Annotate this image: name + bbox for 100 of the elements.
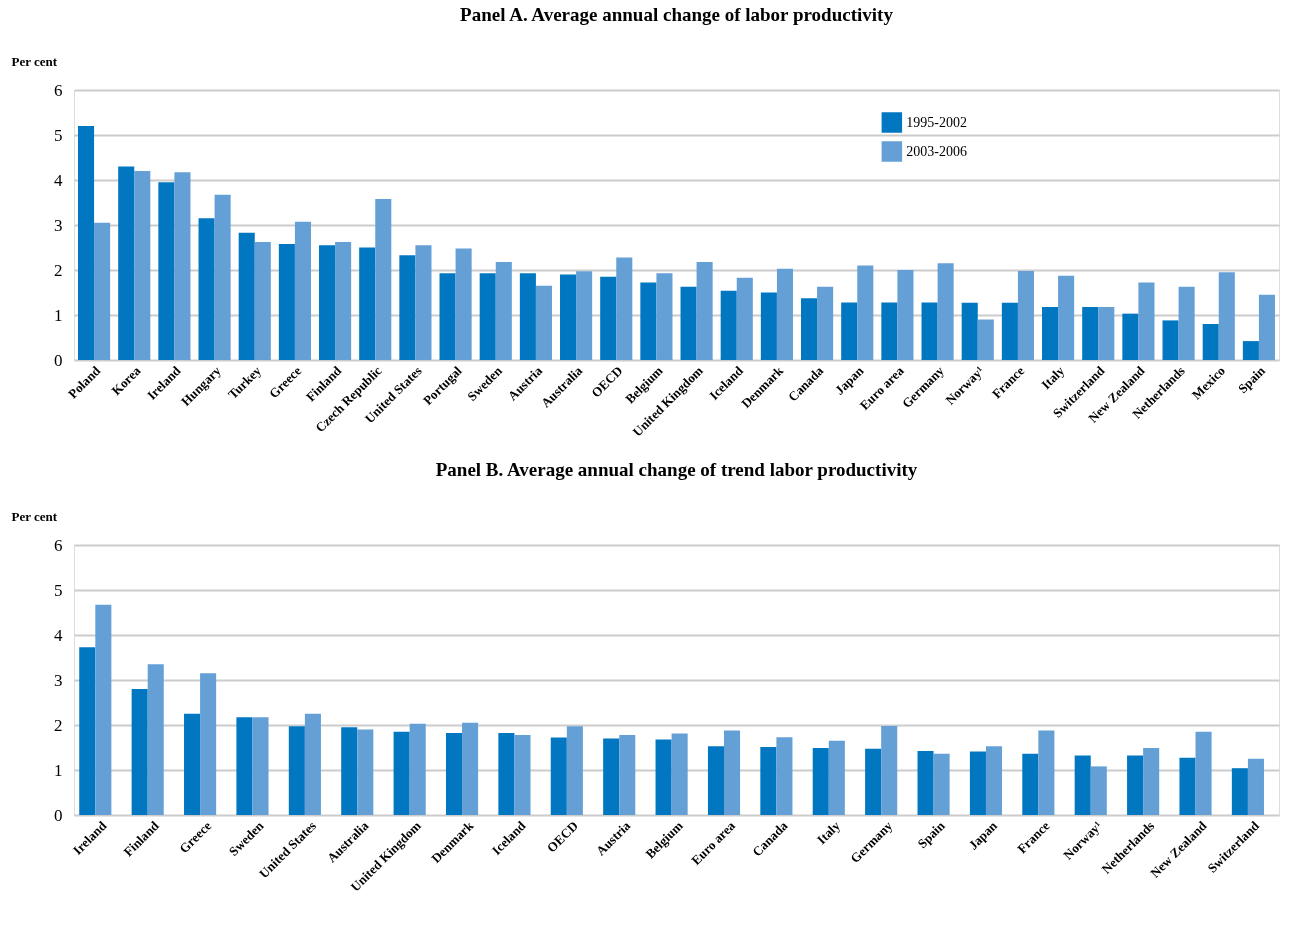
bar <box>828 740 845 815</box>
y-axis-title: Per cent <box>11 508 58 524</box>
bar <box>535 285 552 360</box>
bar <box>550 737 567 815</box>
bar <box>801 298 818 360</box>
y-tick-label: 4 <box>54 170 63 190</box>
bar <box>560 274 577 360</box>
bar <box>707 746 724 815</box>
bar <box>616 257 633 360</box>
bar <box>977 319 994 360</box>
y-tick-label: 5 <box>54 125 63 145</box>
bar <box>319 245 336 360</box>
bar <box>174 172 191 360</box>
bar <box>335 242 352 360</box>
bar <box>288 726 305 815</box>
bar <box>760 747 777 815</box>
bar <box>736 277 753 360</box>
bar <box>1179 757 1196 815</box>
bar <box>1138 282 1155 360</box>
y-tick-label: 6 <box>54 535 63 555</box>
bar <box>1202 324 1219 360</box>
bar <box>462 722 479 815</box>
bar <box>495 261 512 360</box>
bar <box>134 171 151 360</box>
bar <box>897 270 914 360</box>
bar <box>969 751 986 815</box>
bar <box>147 664 164 815</box>
chart-title: Panel B. Average annual change of trend labor productivity <box>435 459 918 480</box>
bar <box>393 731 410 815</box>
bar <box>359 247 376 360</box>
bar <box>1143 747 1160 815</box>
bar <box>79 647 96 815</box>
bar <box>857 265 874 360</box>
bar <box>1074 755 1091 815</box>
bar <box>278 243 295 360</box>
bar <box>519 273 536 360</box>
bar <box>184 713 201 815</box>
bar <box>294 221 311 360</box>
bar <box>656 273 673 360</box>
bar <box>399 255 416 360</box>
bar <box>479 273 496 360</box>
bar <box>304 713 321 815</box>
bar <box>78 126 95 360</box>
bar <box>236 717 253 815</box>
bar <box>655 739 672 815</box>
bar <box>1258 294 1275 360</box>
y-tick-label: 3 <box>54 670 63 690</box>
y-axis-title: Per cent <box>11 53 58 69</box>
bar <box>776 737 793 815</box>
bar <box>600 276 617 360</box>
bar <box>131 689 148 815</box>
bar <box>576 271 593 360</box>
y-tick-label: 0 <box>54 350 63 370</box>
y-tick-label: 5 <box>54 580 63 600</box>
bar <box>603 738 620 815</box>
bar <box>1218 272 1235 360</box>
bar <box>118 166 135 360</box>
bar <box>724 730 741 815</box>
bar <box>439 273 456 360</box>
bar <box>961 302 978 360</box>
bar <box>252 717 269 815</box>
y-tick-label: 3 <box>54 215 63 235</box>
y-tick-label: 4 <box>54 625 63 645</box>
bar <box>1122 313 1139 360</box>
bar <box>357 729 374 815</box>
bar <box>841 302 858 360</box>
bar <box>760 292 777 360</box>
bar <box>1231 768 1248 815</box>
bar <box>640 282 657 360</box>
bar <box>776 268 793 360</box>
bar <box>921 302 938 360</box>
y-tick-label: 6 <box>54 80 63 100</box>
bar <box>817 286 834 360</box>
bar <box>671 733 688 815</box>
bar <box>1017 270 1034 360</box>
bar <box>985 746 1003 815</box>
legend-label: 1995-2002 <box>906 114 968 130</box>
bar <box>933 753 950 815</box>
bar <box>375 198 392 360</box>
bar <box>200 673 217 815</box>
bar <box>514 734 531 815</box>
bar <box>917 751 934 815</box>
chart-title: Panel A. Average annual change of labor productivity <box>460 4 894 25</box>
y-tick-label: 0 <box>54 805 63 825</box>
bar <box>696 261 713 360</box>
y-tick-label: 1 <box>54 760 63 780</box>
bar <box>415 245 432 360</box>
bar <box>409 723 426 815</box>
bar <box>1178 286 1195 360</box>
bar <box>1058 275 1075 360</box>
bar <box>1090 766 1107 815</box>
bar <box>198 218 215 360</box>
bar <box>1001 302 1018 360</box>
bar <box>566 726 583 815</box>
bar <box>1098 306 1115 360</box>
x-tick-label: Euro area <box>688 817 739 868</box>
bar <box>498 733 515 815</box>
bar <box>1022 753 1039 815</box>
bar <box>94 222 111 360</box>
bar <box>812 747 829 815</box>
